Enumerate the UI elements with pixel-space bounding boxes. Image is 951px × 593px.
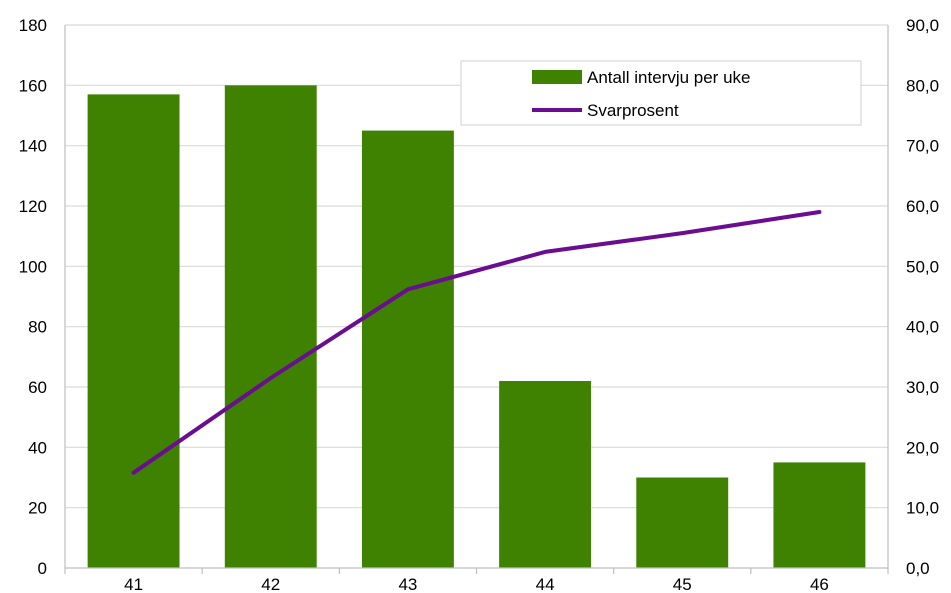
legend: Antall intervju per uke Svarprosent <box>460 60 862 126</box>
axes: 0 20 40 60 80 100 120 140 160 180 0,0 10,0 20,0 30,0 4… <box>19 16 939 593</box>
legend-label-bar: Antall intervju per uke <box>587 68 750 87</box>
bar <box>361 130 454 569</box>
line-series <box>131 210 822 475</box>
y-right-tick-label: 40,0 <box>906 318 939 337</box>
bar <box>636 477 729 568</box>
y-left-tick-label: 160 <box>19 76 47 95</box>
y-left-tick-label: 140 <box>19 137 47 156</box>
bar <box>773 462 866 568</box>
y-right-tick-label: 50,0 <box>906 257 939 276</box>
legend-label-line: Svarprosent <box>587 101 679 120</box>
y-right-tick-label: 90,0 <box>906 16 939 35</box>
y-left-tick-label: 180 <box>19 16 47 35</box>
y-left-tick-label: 120 <box>19 197 47 216</box>
bar <box>499 380 592 568</box>
y-right-tick-label: 80,0 <box>906 76 939 95</box>
y-left-tick-label: 80 <box>28 318 47 337</box>
gridlines <box>65 24 888 509</box>
x-tick-label: 44 <box>536 575 555 593</box>
svarprosent-line <box>131 210 822 475</box>
bar <box>87 94 180 568</box>
x-tick-label: 45 <box>673 575 692 593</box>
y-right-tick-label: 60,0 <box>906 197 939 216</box>
bar <box>224 85 317 568</box>
y-right-tick-label: 0,0 <box>906 559 930 578</box>
y-left-tick-label: 20 <box>28 499 47 518</box>
x-tick-label: 41 <box>124 575 143 593</box>
y-right-tick-label: 30,0 <box>906 378 939 397</box>
bar-series <box>87 85 866 569</box>
y-left-tick-label: 40 <box>28 438 47 457</box>
x-tick-label: 46 <box>810 575 829 593</box>
x-tick-label: 43 <box>398 575 417 593</box>
y-left-tick-label: 100 <box>19 257 47 276</box>
y-left-tick-label: 60 <box>28 378 47 397</box>
y-right-tick-label: 10,0 <box>906 499 939 518</box>
y-right-tick-label: 20,0 <box>906 438 939 457</box>
x-tick-label: 42 <box>261 575 280 593</box>
legend-swatch-bar <box>532 70 582 84</box>
legend-box <box>460 60 862 126</box>
y-left-tick-label: 0 <box>38 559 47 578</box>
y-right-tick-label: 70,0 <box>906 137 939 156</box>
